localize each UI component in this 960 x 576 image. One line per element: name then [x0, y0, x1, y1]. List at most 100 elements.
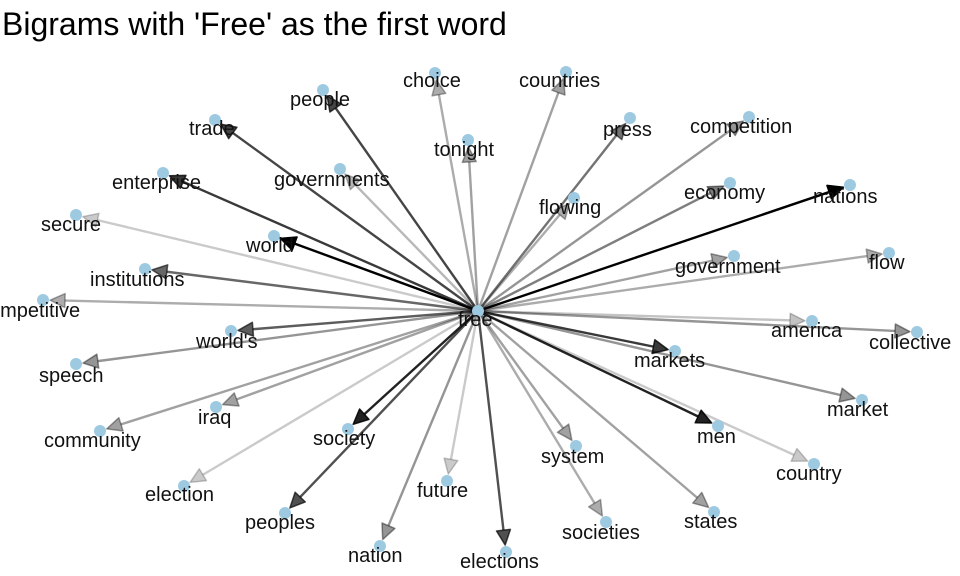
- edge-society: [363, 310, 479, 416]
- node-label-countries: countries: [519, 70, 600, 92]
- edge-secure: [97, 218, 479, 313]
- node-label-america: america: [771, 320, 843, 342]
- node-label-system: system: [541, 446, 604, 468]
- node-label-states: states: [684, 511, 737, 533]
- node-choice: [429, 67, 441, 79]
- node-trade: [209, 114, 221, 126]
- node-flowing: [568, 192, 580, 204]
- arrowhead-countries: [551, 77, 566, 96]
- node-label-choice: choice: [403, 70, 461, 92]
- node-speech: [70, 358, 82, 370]
- arrowhead-choice: [431, 79, 447, 97]
- node-label-speech: speech: [39, 365, 104, 387]
- node-label-competition: competition: [690, 116, 792, 138]
- node-label-trade: trade: [189, 118, 235, 140]
- edge-institutions: [166, 270, 479, 313]
- edge-collective: [477, 309, 896, 333]
- node-peoples: [279, 507, 291, 519]
- arrowhead-societies: [587, 498, 604, 517]
- node-label-enterprise: enterprise: [112, 172, 201, 194]
- node-label-men: men: [697, 426, 736, 448]
- arrowhead-enterprise: [168, 174, 187, 189]
- node-collective: [911, 326, 923, 338]
- edge-future: [449, 310, 480, 460]
- node-label-competitive: competitive: [0, 300, 80, 322]
- node-competition: [743, 111, 755, 123]
- node-market: [856, 394, 868, 406]
- edge-elections: [476, 310, 505, 531]
- arrowhead-government: [710, 253, 728, 269]
- arrowhead-america: [789, 312, 806, 329]
- edge-world: [294, 242, 479, 313]
- arrowhead-people: [326, 94, 343, 113]
- arrowhead-country: [790, 447, 809, 463]
- node-label-world-s: world's: [195, 331, 258, 353]
- edge-enterprise: [182, 180, 479, 313]
- node-label-institutions: institutions: [90, 269, 185, 291]
- node-countries: [560, 66, 572, 78]
- label-layer: choice countries people trade tonight press co…: [0, 70, 951, 573]
- node-institutions: [139, 263, 151, 275]
- edge-nations: [477, 190, 830, 313]
- edge-trade: [232, 131, 479, 312]
- arrowhead-flowing: [553, 202, 571, 221]
- node-enterprise: [157, 167, 169, 179]
- node-label-community: community: [44, 430, 141, 452]
- node-societies: [600, 516, 612, 528]
- node-center-free: [472, 305, 484, 317]
- node-label-market: market: [827, 399, 889, 421]
- node-states: [708, 506, 720, 518]
- arrowhead-trade: [219, 123, 238, 140]
- edge-government: [477, 259, 713, 313]
- node-label-secure: secure: [41, 214, 101, 236]
- edge-competitive: [64, 299, 479, 313]
- arrowhead-institutions: [151, 264, 169, 280]
- node-tonight: [462, 134, 474, 146]
- edge-market: [477, 309, 841, 397]
- node-economy: [724, 177, 736, 189]
- edge-societies: [476, 310, 596, 504]
- node-country: [808, 458, 820, 470]
- node-label-center-free: free: [458, 309, 492, 331]
- edge-markets: [477, 309, 654, 348]
- node-system: [570, 440, 582, 452]
- edge-governments: [354, 183, 479, 312]
- node-label-world: world: [245, 235, 294, 257]
- arrowhead-society: [352, 408, 370, 426]
- node-label-flowing: flowing: [539, 197, 601, 219]
- node-label-collective: collective: [869, 332, 951, 354]
- node-label-nation: nation: [348, 545, 403, 567]
- edge-layer: [49, 77, 911, 546]
- node-society: [342, 423, 354, 435]
- arrowhead-nations: [826, 184, 845, 200]
- edge-competition: [477, 128, 732, 312]
- arrowhead-election: [189, 467, 208, 484]
- node-flow: [883, 247, 895, 259]
- node-nation: [374, 540, 386, 552]
- arrowhead-secure: [82, 212, 100, 228]
- arrowhead-competitive: [49, 292, 66, 309]
- edge-america: [477, 309, 791, 322]
- node-competitive: [37, 294, 49, 306]
- edge-flowing: [477, 213, 561, 312]
- node-label-nations: nations: [813, 186, 878, 208]
- edge-states: [477, 310, 699, 499]
- node-press: [624, 112, 636, 124]
- arrowhead-peoples: [289, 491, 307, 509]
- node-nations: [844, 179, 856, 191]
- edge-world-s: [252, 309, 479, 331]
- node-label-peoples: peoples: [245, 512, 315, 534]
- node-election: [178, 480, 190, 492]
- node-label-tonight: tonight: [434, 139, 494, 161]
- edge-countries: [476, 92, 560, 312]
- edge-country: [477, 309, 795, 456]
- node-people: [317, 84, 329, 96]
- node-iraq: [210, 401, 222, 413]
- arrowhead-competition: [726, 120, 745, 137]
- edge-people: [334, 107, 479, 312]
- arrowhead-collective: [893, 323, 911, 339]
- arrowhead-markets: [651, 339, 669, 355]
- node-governments: [334, 163, 346, 175]
- node-markets: [669, 345, 681, 357]
- arrowhead-governments: [344, 173, 362, 191]
